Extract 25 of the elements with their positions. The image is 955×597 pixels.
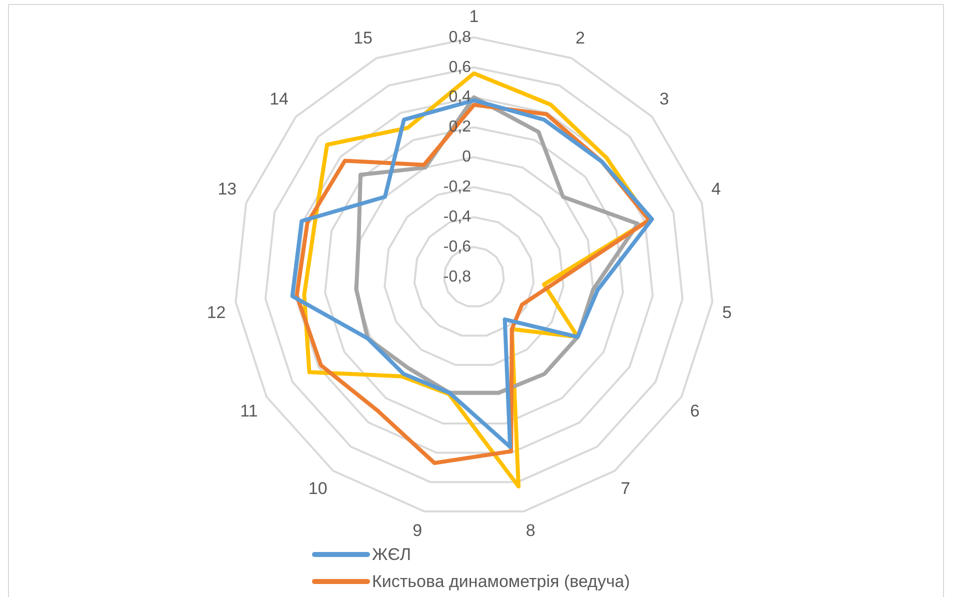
spoke-label: 13 (218, 179, 237, 198)
spoke-label: 15 (354, 28, 372, 48)
legend-label: Кистьова динамометрія (ведуча) (372, 571, 630, 593)
spoke-label: 14 (270, 89, 289, 108)
spoke-label: 4 (711, 179, 721, 198)
spoke-label: 9 (412, 521, 422, 540)
spoke-label: 10 (308, 478, 328, 498)
spoke-label: 8 (526, 521, 536, 540)
y-tick-label: 0,4 (448, 88, 472, 106)
spoke-label: 1 (469, 6, 479, 26)
y-tick-label: 0,8 (448, 28, 472, 46)
spoke-label: 12 (206, 302, 226, 322)
spoke-label: 6 (690, 402, 700, 421)
spoke-label: 11 (240, 402, 258, 421)
spoke-label: 2 (576, 28, 585, 48)
y-tick-label: -0,2 (443, 178, 472, 196)
spoke-label: 3 (659, 89, 669, 108)
spoke-label: 5 (722, 302, 732, 322)
y-tick-label: -0,8 (443, 268, 472, 286)
y-tick-label: -0,6 (443, 238, 472, 256)
spoke-label: 7 (620, 478, 630, 498)
y-tick-label: 0,6 (448, 58, 472, 76)
y-tick-label: -0,4 (443, 208, 472, 226)
legend-label: ЖЄЛ (372, 544, 412, 566)
y-tick-label: 0 (462, 148, 472, 166)
